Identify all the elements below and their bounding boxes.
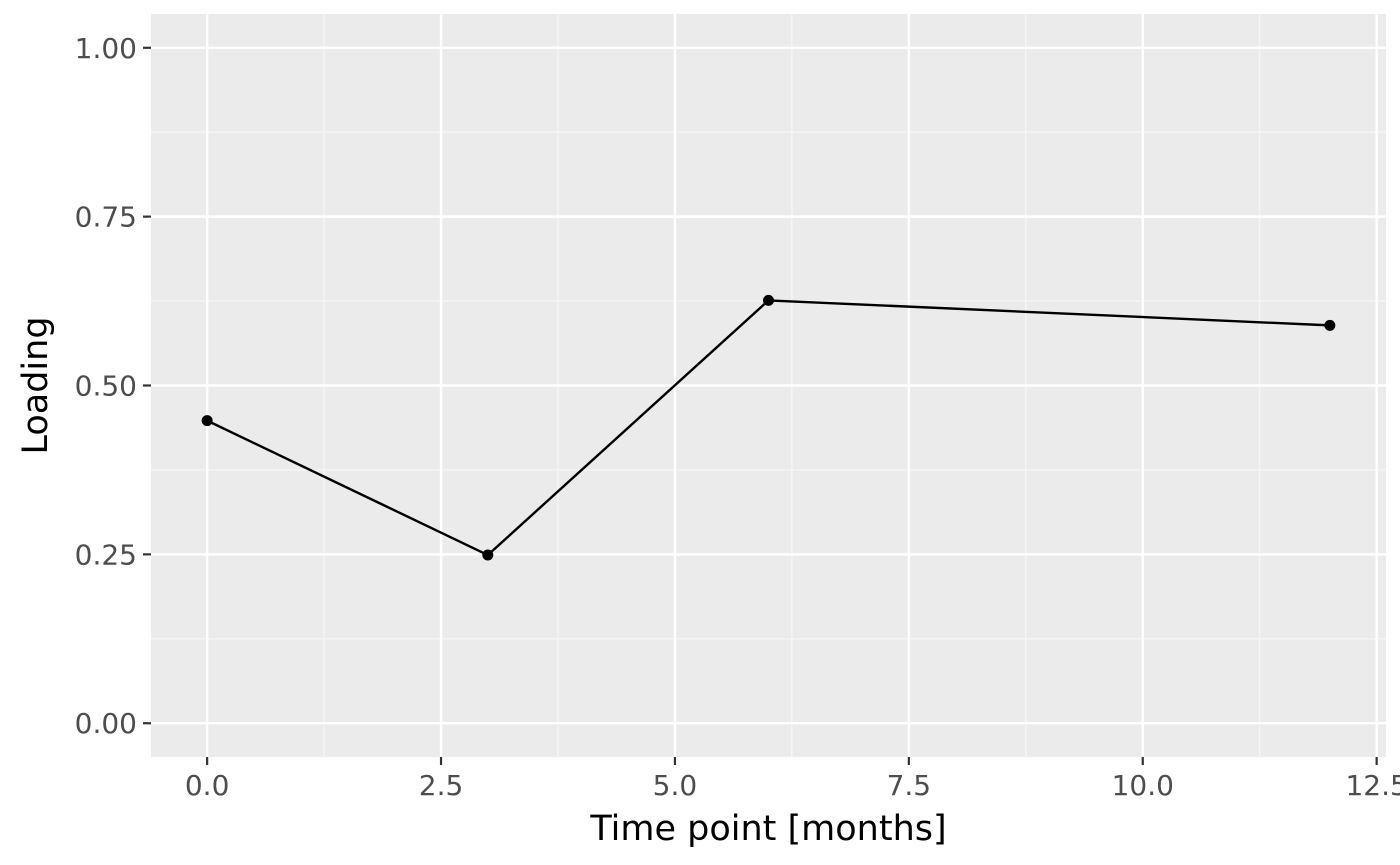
y-axis: 0.00 0.25 0.50 0.75 1.00	[75, 32, 151, 740]
x-tick-label: 0.0	[185, 769, 230, 802]
y-tick-label: 0.25	[75, 538, 137, 571]
x-tick-label: 5.0	[653, 769, 698, 802]
data-point	[201, 415, 213, 427]
y-tick-label: 0.75	[75, 201, 137, 234]
data-point	[763, 294, 774, 306]
x-axis: 0.0 2.5 5.0 7.5 10.0 12.5	[185, 757, 1400, 802]
x-tick-label: 10.0	[1112, 769, 1174, 802]
x-tick-label: 2.5	[419, 769, 464, 802]
series-layer	[201, 294, 1336, 561]
x-tick-label: 7.5	[887, 769, 932, 802]
data-point	[482, 549, 494, 561]
y-tick-label: 0.50	[75, 370, 137, 403]
y-tick-label: 1.00	[75, 32, 137, 65]
x-tick-label: 12.5	[1345, 769, 1400, 802]
data-point	[1324, 319, 1336, 331]
y-tick-label: 0.00	[75, 707, 137, 740]
series-line	[206, 299, 1330, 557]
major-gridlines	[151, 14, 1386, 757]
y-axis-title: Loading	[16, 316, 56, 454]
x-axis-title: Time point [months]	[589, 809, 946, 849]
